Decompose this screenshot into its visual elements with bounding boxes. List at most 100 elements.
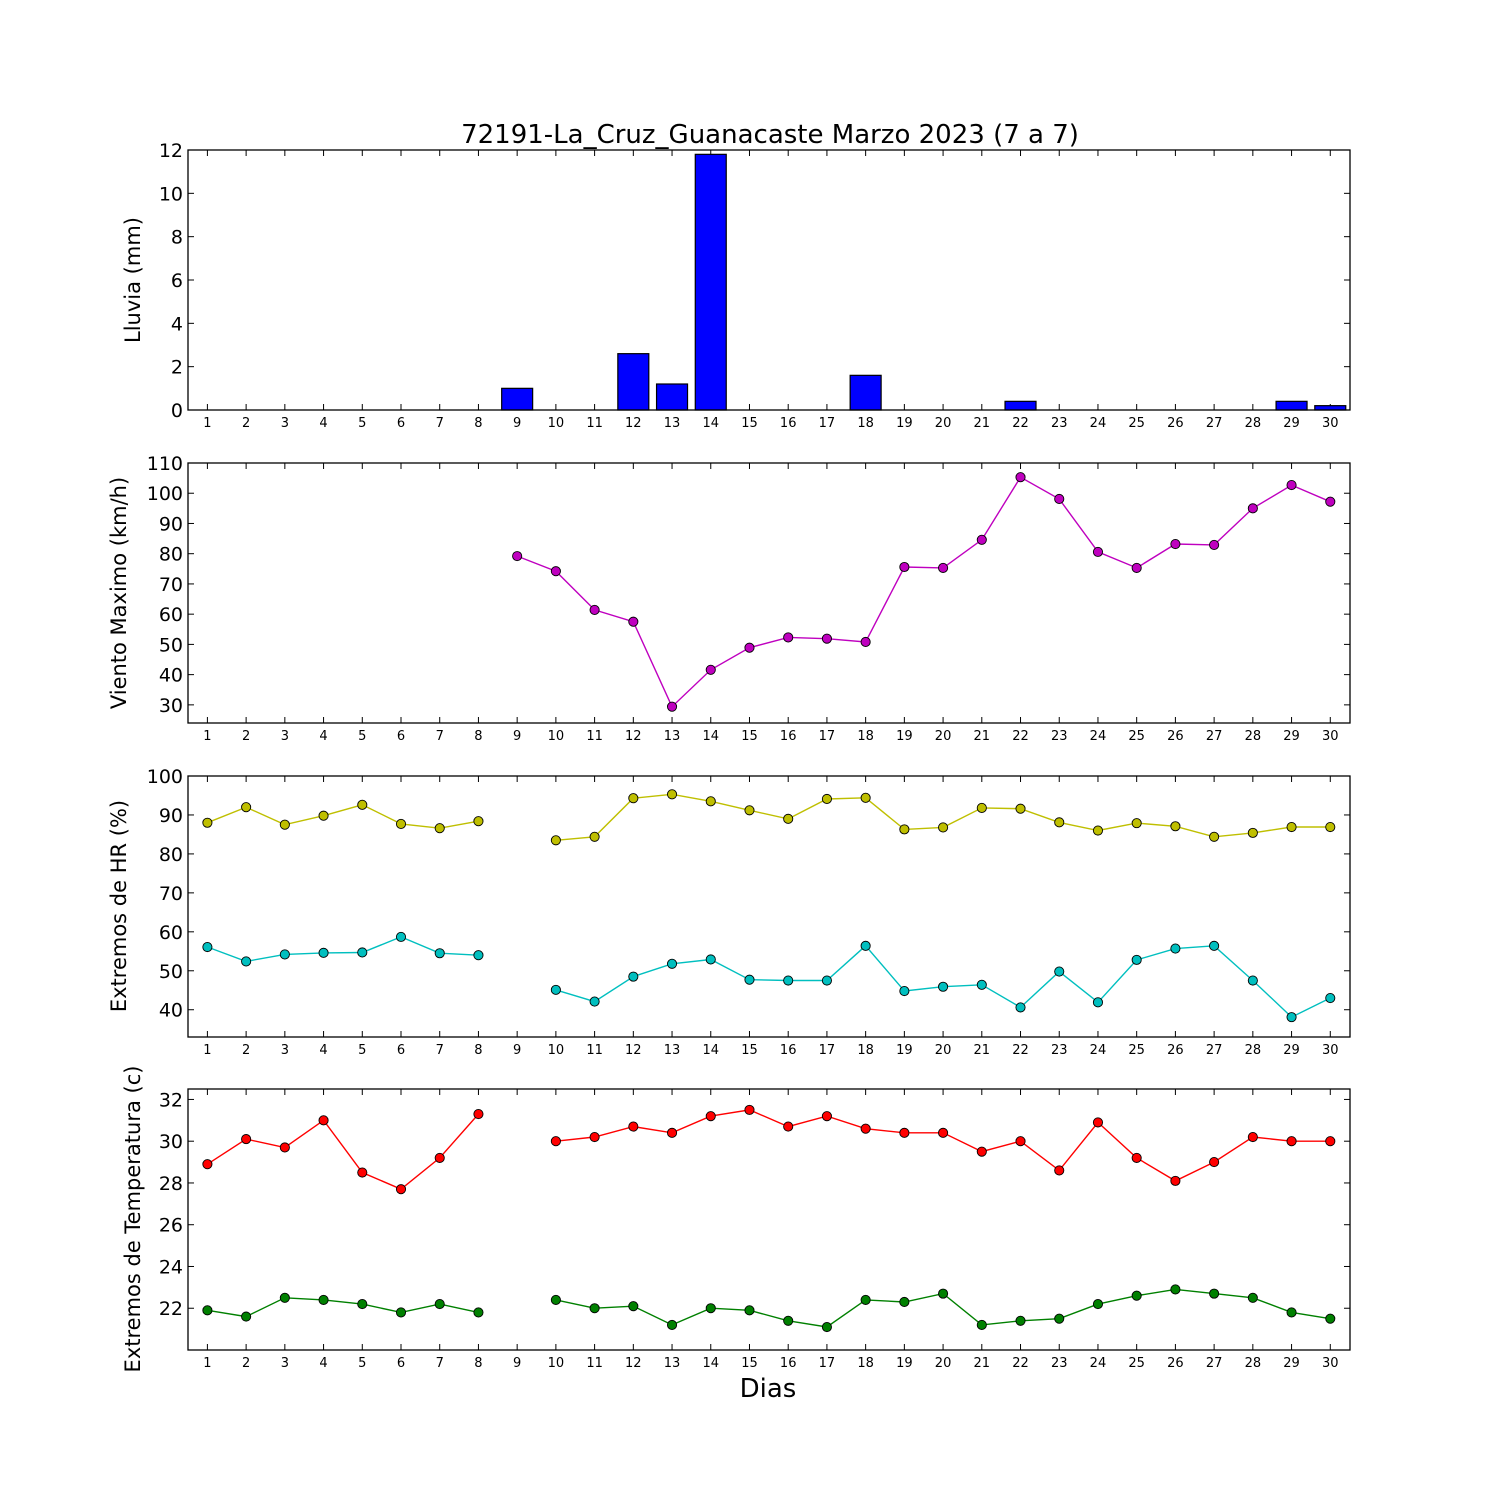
x-tick-label: 29 [1283, 1043, 1300, 1058]
x-tick-label: 15 [741, 1356, 758, 1371]
x-tick-label: 11 [586, 416, 603, 431]
x-tick-label: 27 [1206, 1043, 1223, 1058]
data-point [279, 819, 290, 830]
y-tick-label: 30 [159, 695, 183, 717]
data-point [1170, 538, 1181, 550]
data-point [357, 1299, 368, 1310]
x-tick-label: 29 [1283, 729, 1300, 744]
data-point [279, 1292, 290, 1303]
x-tick-label: 20 [935, 1356, 952, 1371]
data-point [1247, 1292, 1258, 1303]
x-tick-label: 17 [819, 1356, 836, 1371]
data-point [1209, 1157, 1220, 1168]
plot-frame [187, 1088, 1351, 1351]
y-tick-label: 90 [159, 805, 183, 827]
x-tick-label: 12 [625, 416, 642, 431]
x-tick-label: 16 [780, 416, 797, 431]
data-point [202, 941, 213, 953]
data-point [473, 1109, 484, 1120]
data-point [860, 1123, 871, 1134]
y-tick-label: 26 [159, 1215, 183, 1237]
x-tick-label: 8 [474, 729, 482, 744]
x-tick-label: 5 [358, 1356, 366, 1371]
data-point [899, 985, 910, 997]
bar [1004, 400, 1037, 411]
x-tick-label: 22 [1012, 1043, 1029, 1058]
y-tick-label: 30 [159, 1131, 183, 1153]
data-point [744, 1305, 755, 1316]
data-point [550, 1294, 561, 1305]
y-tick-label: 80 [159, 544, 183, 566]
x-tick-label: 19 [896, 1043, 913, 1058]
data-point [1209, 539, 1220, 550]
x-tick-label: 26 [1167, 416, 1184, 431]
data-point [1286, 1136, 1297, 1147]
data-point [241, 1311, 252, 1322]
x-tick-label: 3 [281, 1356, 289, 1371]
y-tick-label: 32 [159, 1089, 183, 1111]
x-tick-label: 27 [1206, 729, 1223, 744]
x-tick-label: 23 [1051, 1043, 1068, 1058]
data-point [1286, 1012, 1297, 1023]
data-point [1247, 503, 1258, 514]
y-tick-label: 50 [159, 961, 183, 983]
data-point [279, 949, 290, 960]
data-point [899, 1296, 910, 1308]
x-tick-label: 14 [702, 416, 719, 431]
data-point [1131, 818, 1142, 829]
data-point [1054, 1313, 1065, 1324]
x-tick-label: 21 [974, 729, 991, 744]
data-point [666, 958, 678, 969]
y-tick-label: 40 [159, 1000, 183, 1022]
x-tick-label: 29 [1283, 416, 1300, 431]
data-point [550, 835, 561, 846]
data-point [318, 1294, 329, 1305]
x-tick-label: 22 [1012, 729, 1029, 744]
x-tick-label: 30 [1322, 416, 1339, 431]
data-point [1325, 992, 1336, 1004]
x-tick-label: 12 [625, 1356, 642, 1371]
data-point [589, 831, 600, 842]
x-tick-label: 13 [664, 1043, 681, 1058]
data-point [1325, 1136, 1336, 1147]
x-tick-label: 26 [1167, 1356, 1184, 1371]
x-tick-label: 19 [896, 416, 913, 431]
data-point [1170, 821, 1181, 832]
y-tick-label: 80 [159, 844, 183, 866]
data-point [628, 1121, 639, 1132]
data-point [1247, 827, 1258, 838]
y-tick-label: 60 [159, 922, 183, 944]
x-tick-label: 16 [780, 729, 797, 744]
bar [694, 153, 727, 411]
data-point [860, 636, 871, 648]
x-tick-label: 13 [664, 416, 681, 431]
y-tick-label: 50 [159, 634, 183, 656]
data-point [628, 971, 639, 982]
x-tick-label: 26 [1167, 729, 1184, 744]
y-axis-label: Extremos de HR (%) [107, 800, 131, 1012]
x-tick-label: 27 [1206, 1356, 1223, 1371]
data-point [473, 1307, 484, 1318]
x-tick-label: 18 [857, 1043, 874, 1058]
data-point [1015, 1002, 1026, 1013]
data-point [473, 816, 484, 827]
data-point [318, 810, 329, 821]
x-tick-label: 28 [1245, 1356, 1262, 1371]
x-tick-label: 1 [203, 729, 211, 744]
y-axis-label: Lluvia (mm) [121, 217, 145, 343]
x-tick-label: 20 [935, 416, 952, 431]
data-point [395, 931, 407, 942]
x-tick-label: 30 [1322, 1043, 1339, 1058]
x-tick-label: 1 [203, 1043, 211, 1058]
x-tick-label: 2 [242, 416, 250, 431]
data-point [783, 1315, 794, 1326]
x-tick-label: 23 [1051, 729, 1068, 744]
x-tick-label: 10 [548, 416, 565, 431]
data-point [976, 1319, 987, 1330]
data-point [395, 818, 407, 829]
data-point [1015, 1136, 1026, 1147]
plot-frame [187, 462, 1351, 724]
series-line-1 [207, 1113, 479, 1191]
data-point [589, 1131, 600, 1143]
data-point [1325, 496, 1336, 507]
